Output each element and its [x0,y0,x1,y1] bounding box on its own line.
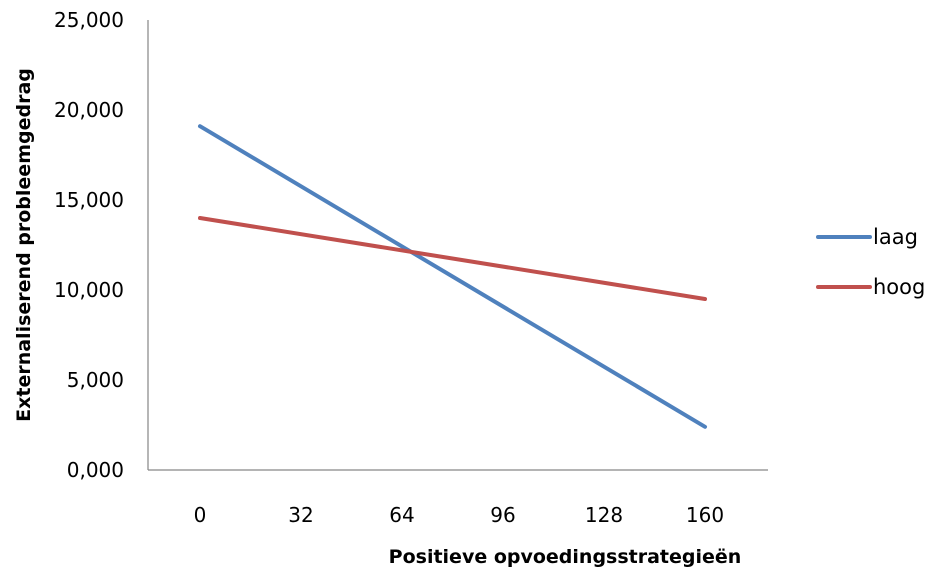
x-tick-labels: 0 32 64 96 128 160 [194,503,724,527]
legend: laag hoog [816,225,925,299]
x-tick-label: 0 [194,503,207,527]
x-tick-label: 64 [389,503,414,527]
x-tick-label: 128 [585,503,623,527]
x-tick-label: 32 [288,503,313,527]
series-lines [198,124,707,429]
axes [147,20,768,471]
series-line-laag [198,124,707,429]
y-tick-label: 25,000 [54,8,124,32]
y-tick-label: 5,000 [67,368,124,392]
legend-label-hoog: hoog [873,275,925,299]
y-tick-label: 10,000 [54,278,124,302]
x-axis-title: Positieve opvoedingsstrategieën [389,546,742,568]
x-tick-label: 160 [686,503,724,527]
series-line-hoog [198,216,707,301]
y-tick-label: 0,000 [67,458,124,482]
y-tick-label: 20,000 [54,98,124,122]
y-tick-label: 15,000 [54,188,124,212]
y-axis-title: Externaliserend probleemgedrag [13,68,35,422]
legend-label-laag: laag [873,225,918,249]
x-tick-label: 96 [490,503,515,527]
y-tick-labels: 0,000 5,000 10,000 15,000 20,000 25,000 [54,8,124,482]
